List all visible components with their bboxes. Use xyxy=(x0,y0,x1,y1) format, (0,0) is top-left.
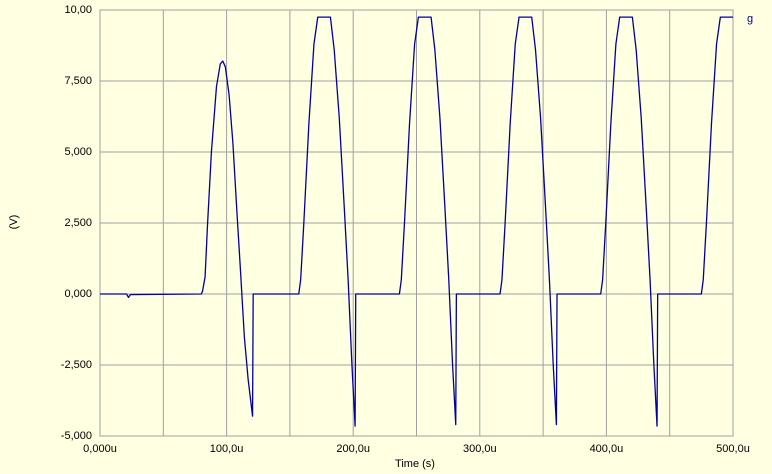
y-tick-label: 7,500 xyxy=(64,75,92,87)
x-tick-label: 400,0u xyxy=(590,443,624,455)
x-tick-label: 200,0u xyxy=(336,443,370,455)
x-tick-label: 100,0u xyxy=(210,443,244,455)
x-axis-label: Time (s) xyxy=(395,458,435,470)
y-tick-label: 0,000 xyxy=(64,288,92,300)
x-tick-label: 500,0u xyxy=(716,443,750,455)
y-tick-label: 10,00 xyxy=(64,4,92,16)
x-tick-label: 300,0u xyxy=(463,443,497,455)
y-tick-label: 2,500 xyxy=(64,217,92,229)
y-tick-label: -2,500 xyxy=(61,359,92,371)
y-axis-label: (V) xyxy=(8,215,20,230)
y-tick-label: 5,000 xyxy=(64,146,92,158)
x-tick-label: 0,000u xyxy=(83,443,117,455)
legend-label: g xyxy=(747,13,753,25)
plot-frame xyxy=(99,9,734,437)
y-tick-label: -5,000 xyxy=(61,430,92,442)
line-series xyxy=(100,16,733,427)
